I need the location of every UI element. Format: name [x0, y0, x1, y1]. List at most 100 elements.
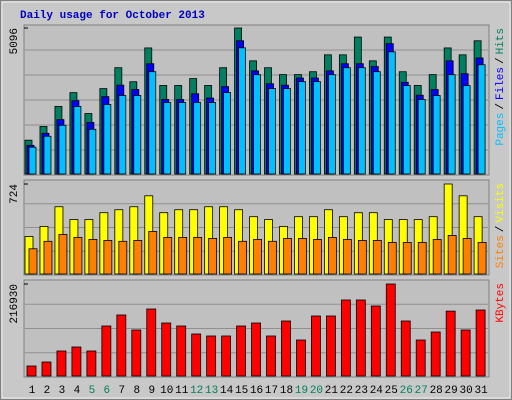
x-tick-label: 21 [325, 385, 339, 397]
bar [475, 309, 486, 377]
legend-entry: Visits [495, 183, 507, 223]
bar [208, 102, 217, 175]
x-tick-label: 5 [89, 385, 96, 397]
bar [342, 67, 351, 175]
bar [281, 320, 291, 377]
x-tick-label: 11 [175, 385, 189, 397]
bar [340, 299, 351, 377]
bar [193, 237, 203, 275]
y-tick-label: 5096 [9, 28, 21, 54]
bar [298, 238, 307, 275]
bar [238, 240, 247, 275]
x-tick-label: 26 [400, 385, 413, 397]
legend-entry: Pages [495, 113, 507, 146]
bar [266, 335, 276, 377]
x-tick-label: 28 [430, 385, 443, 397]
bar [191, 333, 202, 377]
bar [43, 240, 53, 275]
bar [447, 235, 457, 275]
bar [26, 365, 37, 377]
x-tick-label: 22 [340, 385, 353, 397]
x-tick-label: 7 [119, 385, 126, 397]
bar [251, 322, 261, 377]
x-tick-label: 15 [235, 385, 248, 397]
x-tick-label: 27 [415, 385, 428, 397]
legend-separator: / [495, 226, 507, 233]
bar [268, 88, 276, 175]
bar [327, 237, 337, 275]
bar [238, 47, 246, 175]
bar [460, 329, 471, 377]
bar [118, 240, 128, 275]
bar [103, 240, 113, 275]
x-tick-label: 17 [265, 385, 278, 397]
bar [313, 239, 322, 275]
bar [430, 331, 441, 377]
bar [73, 237, 83, 275]
bar [223, 92, 232, 175]
bar [178, 237, 188, 275]
bar [415, 339, 426, 377]
x-tick-label: 20 [310, 385, 323, 397]
bar [355, 299, 366, 377]
bar [133, 240, 143, 275]
x-tick-label: 25 [385, 385, 398, 397]
x-tick-label: 13 [205, 385, 218, 397]
legend-entry: Files [495, 67, 507, 100]
bar [28, 248, 38, 275]
bar [41, 361, 52, 377]
y-tick-label: 216930 [9, 284, 21, 324]
x-tick-label: 1 [29, 385, 36, 397]
bar [400, 320, 411, 377]
bar [56, 350, 67, 377]
bar [28, 146, 37, 175]
bar [477, 64, 486, 175]
x-tick-label: 24 [370, 385, 384, 397]
bar [432, 95, 441, 175]
bar [462, 85, 471, 175]
bar [417, 99, 426, 175]
bar [357, 67, 366, 175]
legend: KBytes [495, 283, 507, 323]
x-tick-label: 29 [445, 385, 458, 397]
bar [296, 339, 306, 377]
x-tick-label: 12 [190, 385, 203, 397]
legend-entry: Hits [495, 28, 507, 54]
x-tick-label: 4 [74, 385, 81, 397]
bar [417, 242, 427, 275]
bar [133, 95, 142, 175]
bar [372, 71, 381, 175]
bar [206, 335, 217, 377]
bar [385, 283, 396, 377]
bar [178, 102, 187, 175]
bar [253, 74, 261, 175]
bar [208, 238, 218, 275]
bar [176, 325, 187, 377]
bar [372, 240, 382, 275]
bar [43, 135, 52, 175]
bar [116, 314, 127, 377]
bar [445, 310, 456, 377]
x-tick-label: 2 [44, 385, 51, 397]
legend-entry: KBytes [495, 283, 507, 323]
bar [86, 350, 97, 377]
x-tick-label: 9 [148, 385, 155, 397]
x-tick-label: 16 [250, 385, 263, 397]
bar [342, 239, 352, 275]
bar [148, 71, 157, 175]
bar [402, 85, 411, 175]
legend: Pages / Files / Hits [495, 28, 507, 146]
bar [73, 106, 82, 175]
legend-separator: / [495, 103, 507, 110]
x-tick-label: 23 [355, 385, 368, 397]
x-tick-label: 19 [295, 385, 308, 397]
bar [88, 128, 97, 175]
bar [313, 81, 321, 175]
bar [103, 104, 112, 175]
bar [298, 81, 306, 175]
bar [447, 74, 456, 175]
bar [268, 240, 277, 275]
x-tick-label: 18 [280, 385, 293, 397]
bar [357, 240, 367, 275]
x-tick-label: 10 [160, 385, 173, 397]
